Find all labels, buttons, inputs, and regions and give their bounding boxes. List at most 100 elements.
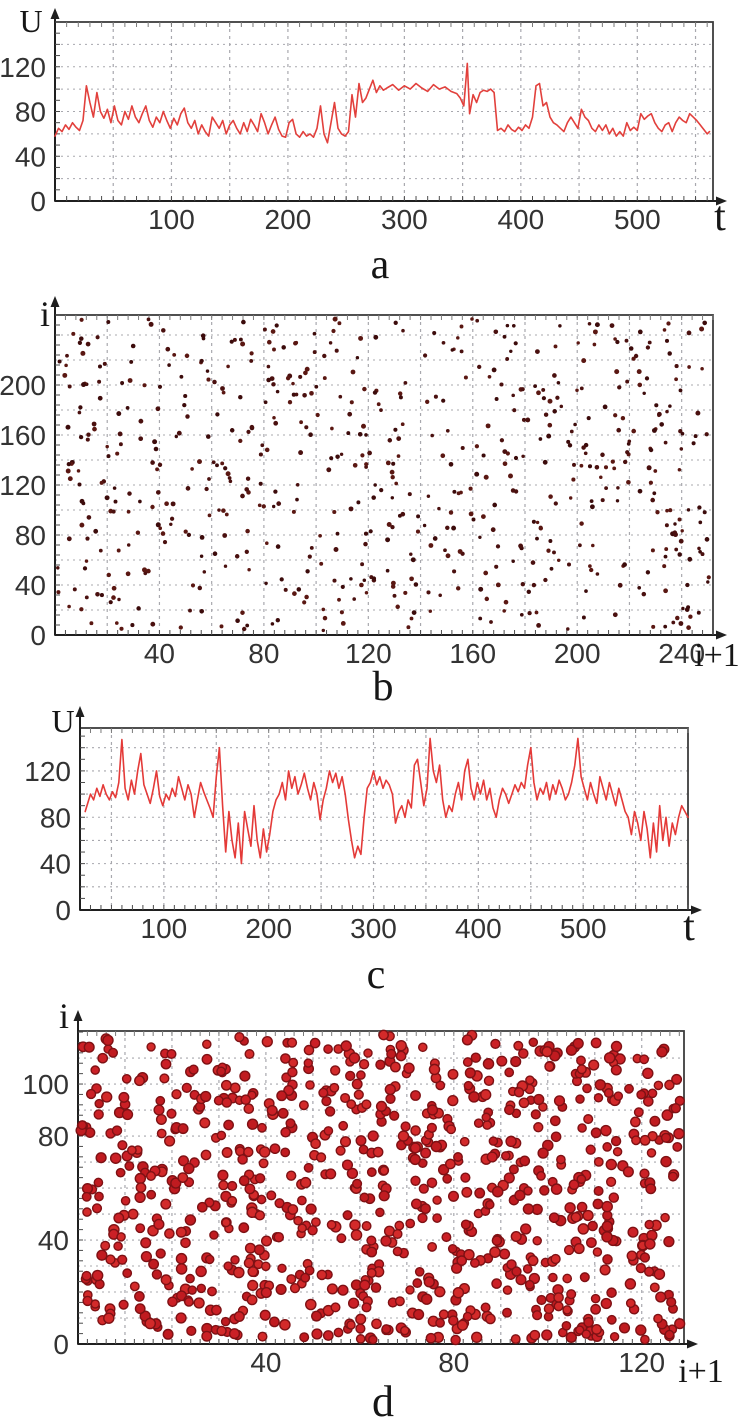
scatter-dot — [403, 381, 408, 385]
scatter-dot — [520, 1223, 532, 1235]
scatter-dot — [153, 446, 159, 452]
scatter-dot — [108, 600, 113, 605]
scatter-dot — [375, 1207, 385, 1218]
scatter-dot — [478, 586, 484, 592]
scatter-dot — [295, 497, 299, 502]
scatter-dot — [254, 1173, 266, 1184]
scatter-dot — [659, 422, 664, 427]
scatter-dot — [356, 500, 361, 505]
scatter-dot — [170, 1177, 182, 1189]
scatter-dot — [379, 408, 383, 412]
scatter-dot — [150, 504, 155, 510]
scatter-dot — [413, 582, 419, 587]
scatter-dot — [390, 524, 395, 530]
scatter-dot — [637, 585, 642, 590]
scatter-dot — [90, 1299, 100, 1309]
scatter-dot — [668, 508, 673, 513]
axes — [73, 1010, 698, 1349]
scatter-dot — [84, 595, 89, 600]
scatter-dot — [396, 454, 401, 458]
scatter-dot — [662, 328, 667, 332]
scatter-dot — [356, 1070, 366, 1080]
scatter-dot — [244, 487, 249, 492]
scatter-dot — [432, 1213, 442, 1223]
scatter-dot — [99, 593, 104, 598]
scatter-dot — [666, 321, 671, 326]
scatter-dot — [56, 590, 61, 595]
chart-caption: c — [367, 952, 386, 998]
scatter-dot — [426, 494, 431, 499]
scatter-dot — [142, 567, 147, 573]
scatter-dot — [330, 426, 334, 431]
scatter-dot — [245, 476, 251, 481]
scatter-dot — [460, 445, 465, 451]
scatter-dot — [478, 616, 483, 621]
scatter-dot — [93, 528, 99, 534]
scatter-dot — [319, 561, 324, 566]
scatter-dot — [575, 1325, 585, 1335]
scatter-dot — [226, 364, 230, 369]
scatter-dot — [468, 1091, 480, 1103]
scatter-dot — [266, 377, 271, 383]
scatter-dot — [474, 444, 480, 449]
scatter-dot — [461, 1186, 473, 1198]
scatter-dot — [279, 577, 284, 582]
scatter-dot — [570, 1212, 582, 1223]
scatter-dot — [392, 1246, 403, 1257]
scatter-dot — [664, 338, 670, 343]
scatter-dot — [117, 597, 121, 602]
scatter-dot — [686, 508, 691, 512]
scatter-dot — [668, 404, 672, 408]
scatter-dot — [338, 1120, 349, 1131]
scatter-dot — [352, 1178, 363, 1189]
scatter-dot — [572, 1037, 584, 1050]
scatter-dot — [275, 1283, 287, 1295]
scatter-dot — [568, 1179, 580, 1191]
scatter-dot — [576, 1201, 588, 1213]
scatter-dot — [482, 1120, 493, 1130]
scatter-dot — [410, 1175, 421, 1186]
scatter-dot — [700, 366, 704, 371]
scatter-dot — [513, 1040, 524, 1051]
scatter-dot — [235, 618, 240, 624]
scatter-dot — [263, 400, 268, 405]
scatter-dot — [390, 475, 395, 480]
scatter-dot — [384, 1083, 396, 1096]
scatter-dot — [644, 1266, 655, 1277]
scatter-dot — [116, 548, 121, 553]
scatter-dot — [536, 390, 541, 396]
scatter-dot — [678, 621, 684, 626]
y-tick-label: 80 — [40, 802, 71, 833]
scatter-dot — [371, 1318, 382, 1330]
scatter-dot — [386, 522, 392, 527]
scatter-dot — [105, 444, 109, 449]
scatter-dot — [126, 543, 131, 547]
scatter-dot — [129, 359, 134, 364]
scatter-dot — [330, 1302, 341, 1313]
scatter-dot — [456, 1319, 469, 1331]
scatter-dot — [305, 1203, 317, 1215]
scatter-dot — [559, 404, 564, 409]
scatter-dot — [615, 339, 620, 345]
scatter-dot — [332, 316, 338, 322]
scatter-dot — [427, 1241, 438, 1252]
scatter-dot — [211, 1304, 222, 1316]
scatter-dot — [582, 1209, 594, 1222]
scatter-dot — [470, 317, 474, 321]
scatter-dot — [565, 1331, 577, 1344]
scatter-dot — [605, 1158, 618, 1171]
scatter-dot — [145, 1170, 156, 1181]
scatter-dot — [391, 461, 396, 466]
scatter-dot — [127, 491, 132, 496]
scatter-dot — [392, 1228, 403, 1240]
scatter-dot — [491, 1235, 503, 1246]
y-axis-arrow-icon — [73, 1010, 83, 1021]
scatter-dot — [420, 1293, 433, 1305]
scatter-dot — [106, 454, 111, 459]
scatter-dot — [556, 1154, 566, 1165]
scatter-dot — [85, 1088, 97, 1100]
scatter-dot — [280, 1053, 291, 1064]
scatter-dot — [385, 1093, 396, 1104]
scatter-dot — [111, 595, 116, 600]
scatter-dot — [127, 1208, 139, 1220]
